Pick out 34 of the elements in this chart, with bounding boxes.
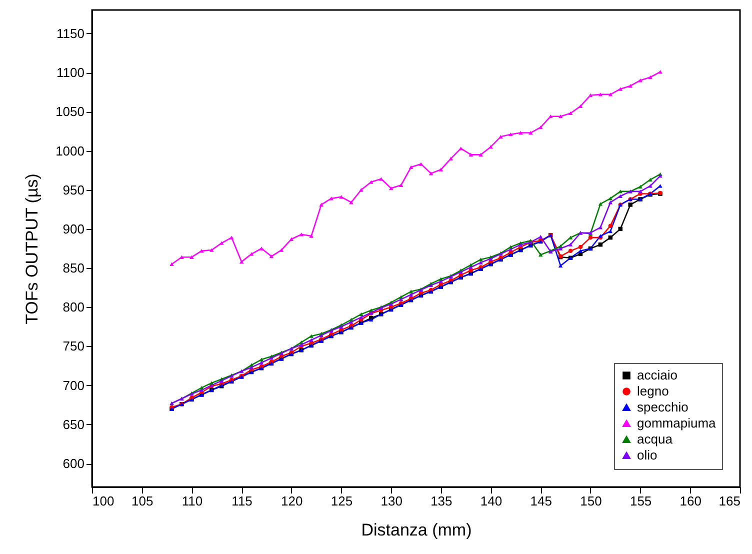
legend-label: gommapiuma	[637, 416, 717, 430]
legend-label: acqua	[637, 432, 674, 446]
y-tick-label: 850	[62, 260, 84, 276]
legend-label: olio	[637, 448, 658, 462]
x-tick-label: 160	[680, 494, 702, 508]
x-tick-label: 100	[92, 494, 114, 508]
x-tick-label: 120	[281, 494, 303, 508]
legend-label: specchio	[637, 400, 688, 414]
y-tick-label: 1050	[56, 104, 84, 120]
x-axis-title: Distanza (mm)	[361, 520, 472, 540]
y-tick-label: 700	[62, 378, 84, 393]
y-tick-label: 900	[62, 221, 84, 236]
y-tick-label: 750	[62, 338, 84, 354]
y-tick-label: 600	[62, 456, 84, 472]
legend-label: acciaio	[637, 368, 678, 382]
x-tick-label: 130	[380, 494, 402, 508]
x-tick-label: 165	[718, 494, 740, 508]
x-tick-label: 105	[131, 494, 154, 508]
y-tick-label: 800	[62, 300, 84, 315]
y-tick-label: 1100	[56, 65, 84, 80]
x-tick-label: 135	[430, 494, 452, 508]
y-tick-label: 650	[62, 416, 84, 432]
y-axis-title: TOFs OUTPUT (µs)	[22, 174, 42, 324]
x-tick-label: 155	[630, 494, 652, 508]
x-tick-label: 140	[480, 494, 502, 508]
y-tick-label: 1150	[56, 26, 84, 41]
x-tick-label: 150	[580, 494, 602, 508]
x-tick-label: 110	[182, 494, 203, 508]
legend-label: legno	[637, 384, 669, 398]
x-tick-label: 145	[530, 494, 552, 508]
y-tick-label: 1000	[56, 143, 84, 158]
x-tick-label: 125	[330, 494, 353, 508]
x-tick-label: 115	[232, 494, 252, 508]
y-tick-label: 950	[62, 182, 84, 198]
